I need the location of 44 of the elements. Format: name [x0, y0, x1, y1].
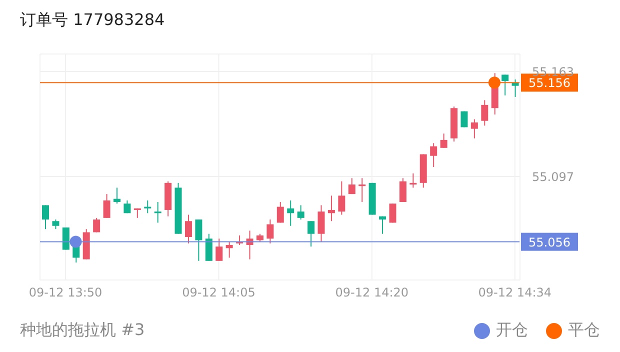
candlestick [216, 238, 223, 262]
candlestick [113, 187, 120, 204]
candlestick [276, 202, 284, 224]
y-tick-label: 55.097 [532, 170, 574, 184]
x-tick-label: 09-12 13:50 [28, 286, 102, 300]
candlestick [379, 216, 386, 234]
ref-line-label: 55.056 [528, 235, 570, 250]
candlestick [154, 202, 162, 224]
candlestick [512, 78, 519, 98]
x-tick-label: 09-12 14:05 [182, 286, 256, 300]
candlestick [184, 214, 192, 244]
text: 种地的拖拉机 #3 [20, 320, 145, 341]
candlestick [348, 178, 356, 195]
candlestick [195, 219, 202, 262]
candlestick [93, 217, 100, 233]
candlestick [502, 74, 509, 96]
candlestick [52, 219, 60, 230]
candlestick [226, 241, 233, 258]
candlestick [430, 142, 438, 168]
candlestick [124, 200, 131, 214]
candlestick [318, 204, 325, 242]
ref-line-label: 55.156 [528, 76, 570, 90]
candlestick [328, 195, 335, 222]
candlestick [440, 133, 448, 148]
chart-title: 订单号 177983284 [20, 10, 165, 31]
candlestick [308, 220, 315, 248]
candlestick [42, 204, 49, 230]
candlestick [103, 194, 110, 218]
candlestick [287, 200, 294, 226]
candlestick [399, 178, 406, 203]
legend-label: 平仓 [568, 320, 600, 341]
candlestick [481, 100, 488, 126]
candlestick [297, 204, 304, 220]
candlestick [205, 233, 212, 262]
candlestick [266, 219, 274, 244]
candlestick [389, 203, 396, 224]
candlestick [470, 118, 478, 139]
candlestick [358, 178, 366, 203]
legend-label: 开仓 [496, 320, 528, 341]
x-tick-label: 09-12 14:20 [335, 286, 409, 300]
x-tick-label: 09-12 14:34 [478, 286, 552, 300]
candlestick [144, 200, 152, 214]
candlestick [338, 180, 346, 216]
candlestick [410, 172, 417, 188]
